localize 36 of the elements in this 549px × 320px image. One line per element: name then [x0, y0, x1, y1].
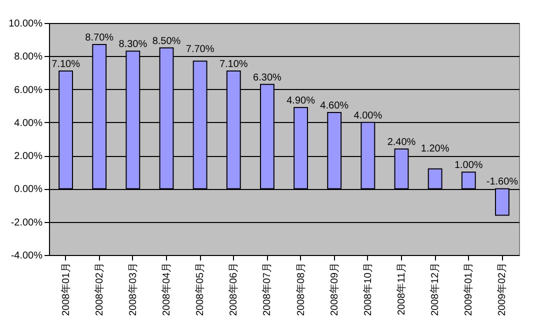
x-tick-label: 2008年12月 — [429, 262, 442, 316]
y-tick-label: 10.00% — [8, 18, 43, 30]
x-tick-label: 2008年08月 — [294, 262, 307, 316]
data-label: -1.60% — [486, 176, 518, 188]
x-tick-label: 2008年04月 — [160, 262, 172, 316]
x-tick-label: 2008年03月 — [126, 262, 139, 316]
x-tick-label: 2008年11月 — [396, 262, 408, 316]
data-label: 8.70% — [85, 32, 114, 44]
data-label: 7.10% — [219, 59, 248, 70]
x-tick-label: 2008年09月 — [328, 262, 340, 316]
y-tick-label: 6.00% — [14, 84, 43, 96]
y-tick-label: -2.00% — [10, 217, 43, 228]
data-label: 4.60% — [320, 100, 349, 112]
x-tick-label: 2008年01月 — [60, 262, 72, 316]
x-tick-label: 2008年10月 — [362, 262, 374, 316]
data-label: 4.90% — [286, 96, 316, 107]
x-tick-label: 2008年06月 — [228, 262, 240, 316]
data-label: 7.10% — [52, 59, 80, 70]
y-tick-label: 0.00% — [14, 184, 43, 196]
x-tick-label: 2009年01月 — [462, 262, 475, 316]
y-tick-label: 8.00% — [14, 52, 43, 63]
data-label: 8.30% — [118, 39, 148, 50]
data-label: 6.30% — [253, 72, 282, 84]
x-tick-label: 2008年05月 — [194, 262, 206, 316]
x-tick-label: 2008年02月 — [93, 262, 106, 316]
data-label: 1.20% — [420, 144, 450, 155]
data-label: 8.50% — [152, 36, 181, 47]
x-tick-label: 2009年02月 — [496, 262, 508, 316]
data-label: 1.00% — [454, 160, 483, 172]
x-tick-label: 2008年07月 — [261, 262, 274, 316]
y-tick-label: -4.00% — [10, 250, 43, 262]
data-label: 2.40% — [387, 136, 416, 148]
data-label: 7.70% — [186, 44, 214, 56]
y-tick-label: 2.00% — [14, 151, 43, 162]
y-tick-label: 4.00% — [14, 118, 43, 129]
data-label: 4.00% — [354, 110, 382, 122]
